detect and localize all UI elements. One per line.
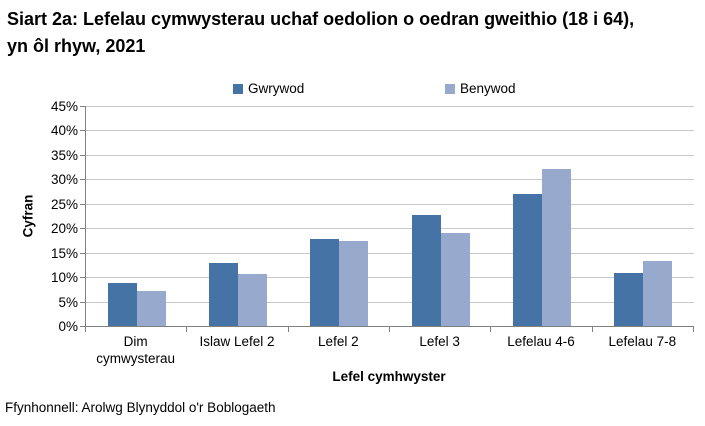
y-tick-mark [80, 106, 85, 107]
y-tick-mark [80, 203, 85, 205]
y-tick-mark [80, 277, 85, 279]
x-tick-mark [85, 327, 86, 332]
category-label: Lefel 2 [318, 334, 359, 349]
x-tick-mark [490, 327, 491, 332]
gridline [86, 130, 694, 132]
y-tick-label: 5% [58, 294, 78, 310]
bar-benywod [440, 232, 470, 326]
bar-gwrywod [411, 215, 441, 326]
x-tick-mark [592, 327, 593, 332]
bar-gwrywod [107, 282, 137, 326]
gridline [86, 252, 694, 254]
legend-label-benywod: Benywod [460, 81, 516, 96]
legend-item-gwrywod: Gwrywod [233, 81, 304, 96]
bar-gwrywod [513, 193, 542, 326]
bar-benywod [238, 273, 267, 326]
x-tick-mark [186, 327, 187, 332]
x-tick-mark [693, 327, 694, 332]
bar-gwrywod [209, 262, 238, 326]
bar-benywod [136, 290, 166, 326]
legend-swatch-gwrywod [233, 83, 243, 94]
y-tick-label: 15% [50, 245, 78, 261]
gridline [86, 277, 694, 279]
category-label: Islaw Lefel 2 [199, 334, 275, 349]
gridline [86, 228, 694, 230]
x-axis-title: Lefel cymhwyster [332, 369, 446, 384]
y-tick-mark [80, 179, 85, 181]
x-tick-mark [389, 327, 390, 332]
y-tick-label: 20% [50, 221, 78, 237]
category-label: Lefelau 7-8 [608, 334, 677, 349]
x-tick-mark [288, 327, 289, 332]
category-label: Lefelau 4-6 [507, 334, 575, 349]
y-tick-mark [80, 130, 85, 132]
y-tick-mark [80, 252, 85, 254]
y-tick-label: 25% [50, 196, 78, 212]
bar-gwrywod [614, 272, 644, 326]
y-tick-label: 40% [50, 123, 78, 139]
plot-area [85, 106, 694, 327]
y-tick-mark [80, 301, 85, 303]
bar-benywod [643, 260, 673, 326]
legend-label-gwrywod: Gwrywod [248, 81, 305, 96]
y-tick-label: 10% [50, 270, 78, 286]
gridline [86, 154, 694, 156]
bar-benywod [339, 240, 369, 326]
gridline [86, 106, 694, 107]
y-tick-mark [80, 228, 85, 230]
category-label: Lefel 3 [419, 334, 460, 349]
bar-benywod [542, 168, 571, 326]
y-tick-mark [80, 154, 85, 156]
source-note: Ffynhonnell: Arolwg Blynyddol o'r Boblog… [5, 400, 276, 415]
gridline [86, 301, 694, 303]
y-tick-label: 0% [58, 319, 78, 334]
gridline [86, 179, 694, 181]
legend-swatch-benywod [445, 83, 455, 94]
y-tick-label: 35% [50, 147, 78, 163]
category-label: Dim cymwysterau [96, 334, 176, 366]
y-tick-label: 45% [50, 99, 78, 114]
bar-gwrywod [310, 239, 340, 326]
legend-item-benywod: Benywod [445, 81, 516, 96]
gridline [86, 203, 694, 205]
chart-title: Siart 2a: Lefelau cymwysterau uchaf oedo… [7, 9, 635, 56]
y-tick-label: 30% [50, 172, 78, 188]
y-tick-mark [80, 326, 85, 327]
